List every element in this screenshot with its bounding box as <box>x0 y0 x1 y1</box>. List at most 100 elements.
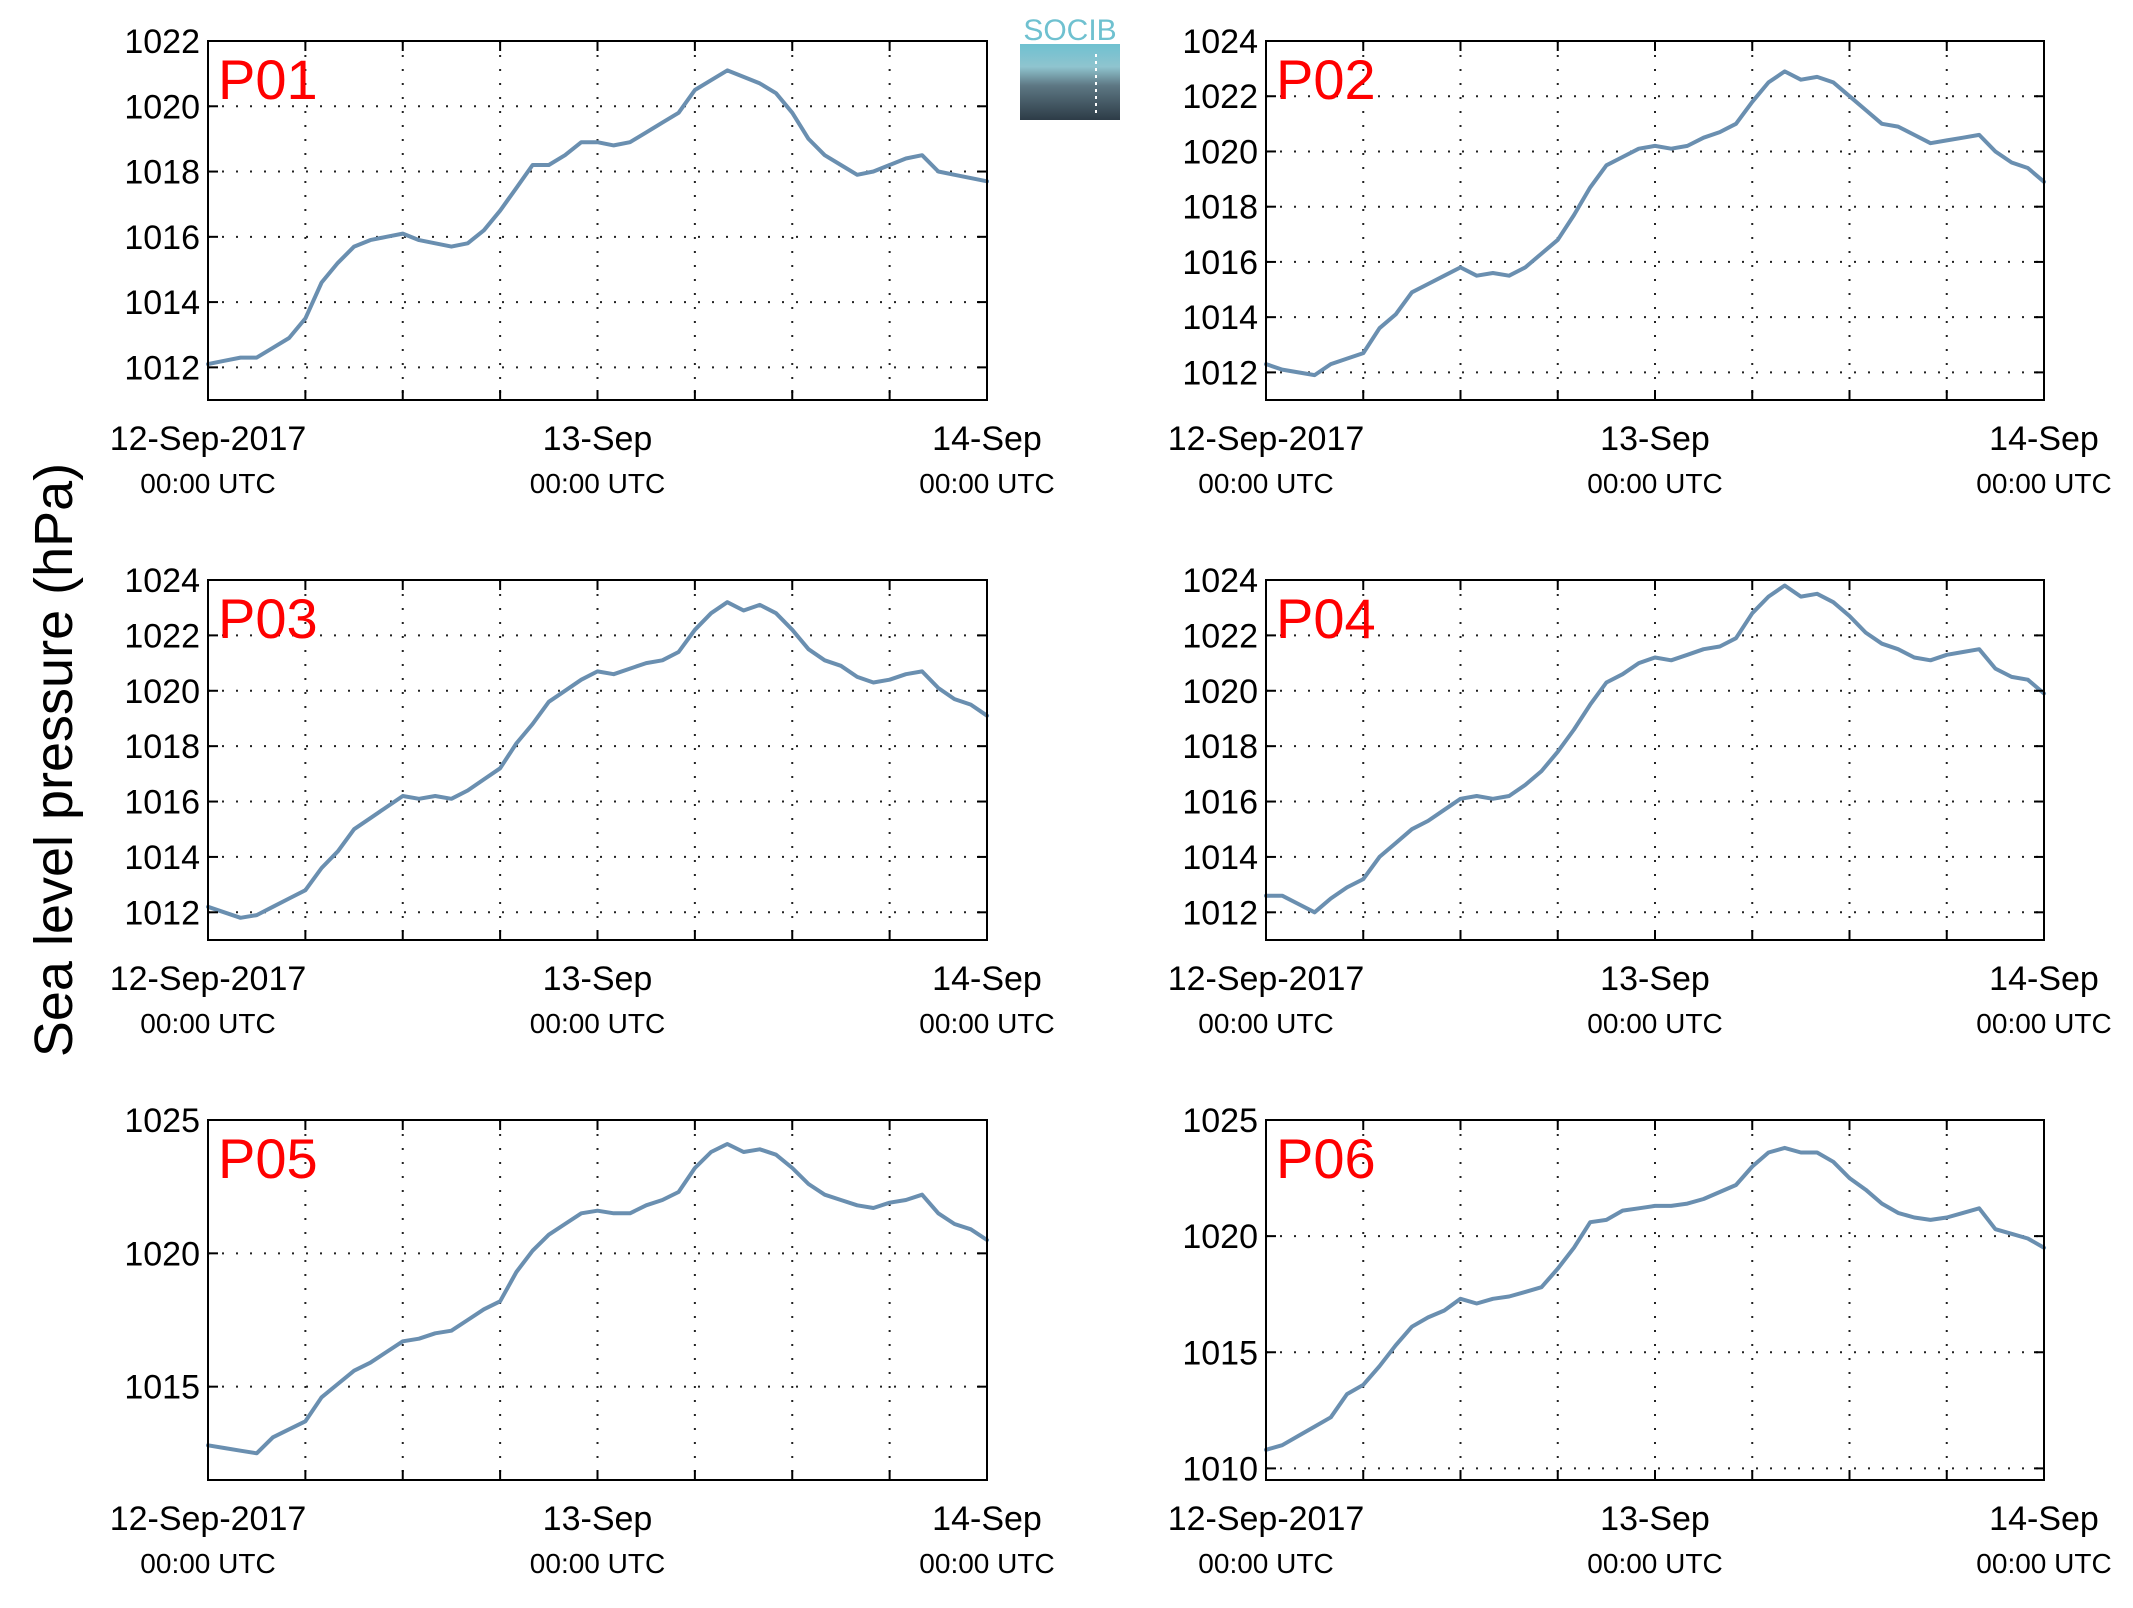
panel-label-p06: P06 <box>1276 1127 1376 1190</box>
y-tick-label: 1010 <box>1182 1450 1258 1488</box>
socib-logo: SOCIB <box>1020 14 1120 120</box>
x-tick-label: 13-Sep <box>543 1500 653 1538</box>
x-tick-sublabel: 00:00 UTC <box>919 468 1054 499</box>
y-tick-label: 1018 <box>1182 728 1258 766</box>
y-tick-label: 1015 <box>124 1369 200 1407</box>
x-tick-sublabel: 00:00 UTC <box>1976 1008 2111 1039</box>
x-tick-label: 12-Sep-2017 <box>110 960 307 998</box>
axes-frame <box>207 579 988 941</box>
x-tick-sublabel: 00:00 UTC <box>140 1008 275 1039</box>
x-tick-sublabel: 00:00 UTC <box>1198 1008 1333 1039</box>
y-tick-label: 1015 <box>1182 1334 1258 1372</box>
y-tick-label: 1018 <box>124 728 200 766</box>
axes-frame <box>1265 579 2045 941</box>
y-tick-label: 1016 <box>124 219 200 257</box>
panel-label-p01: P01 <box>218 48 318 111</box>
y-tick-label: 1014 <box>1182 839 1258 877</box>
panels-group: 1012 1014 1016 1018 1020 1022 12-Sep-2017 00:00… <box>110 23 2112 1579</box>
x-tick-label: 12-Sep-2017 <box>1168 1500 1365 1538</box>
axes-frame <box>207 1119 988 1481</box>
series-line-p03 <box>206 600 989 920</box>
series-line-p06 <box>1264 1145 2046 1452</box>
axes-frame <box>207 40 988 401</box>
x-tick-sublabel: 00:00 UTC <box>1587 1548 1722 1579</box>
y-tick-label: 1018 <box>124 154 200 192</box>
y-tick-label: 1020 <box>124 1235 200 1273</box>
y-tick-label: 1016 <box>1182 244 1258 282</box>
axes-frame <box>1265 40 2045 401</box>
y-tick-label: 1012 <box>124 349 200 387</box>
panel-p03: 1012 1014 1016 1018 1020 1022 1024 12-Sep-2017 0… <box>110 562 1055 1039</box>
panel-label-p04: P04 <box>1276 587 1376 650</box>
panel-p06: 1010 1015 1020 1025 12-Sep-2017 00:00 UTC 13-S… <box>1168 1102 2112 1579</box>
x-tick-label: 14-Sep <box>1989 960 2099 998</box>
y-tick-label: 1024 <box>1182 23 1258 61</box>
x-tick-label: 14-Sep <box>1989 420 2099 458</box>
panel-label-p02: P02 <box>1276 48 1376 111</box>
x-tick-label: 14-Sep <box>932 960 1042 998</box>
socib-logo-graphic: SOCIB <box>1020 14 1120 120</box>
x-tick-sublabel: 00:00 UTC <box>530 1008 665 1039</box>
x-tick-sublabel: 00:00 UTC <box>530 1548 665 1579</box>
y-tick-label: 1022 <box>124 617 200 655</box>
y-tick-label: 1020 <box>124 673 200 711</box>
x-tick-label: 12-Sep-2017 <box>110 420 307 458</box>
panel-p02: 1012 1014 1016 1018 1020 1022 1024 12-Sep-2017 0… <box>1168 23 2112 499</box>
y-tick-label: 1014 <box>1182 299 1258 337</box>
y-tick-label: 1012 <box>1182 354 1258 392</box>
x-tick-label: 12-Sep-2017 <box>1168 960 1365 998</box>
x-tick-label: 12-Sep-2017 <box>110 1500 307 1538</box>
y-tick-label: 1020 <box>1182 133 1258 171</box>
panel-label-p03: P03 <box>218 587 318 650</box>
series-line-p02 <box>1264 69 2046 378</box>
y-tick-label: 1020 <box>1182 1218 1258 1256</box>
x-tick-sublabel: 00:00 UTC <box>1976 468 2111 499</box>
x-tick-label: 13-Sep <box>1600 960 1710 998</box>
y-tick-label: 1016 <box>124 784 200 822</box>
x-tick-label: 12-Sep-2017 <box>1168 420 1365 458</box>
series-line-p05 <box>206 1142 989 1456</box>
x-tick-sublabel: 00:00 UTC <box>919 1548 1054 1579</box>
x-tick-label: 14-Sep <box>932 420 1042 458</box>
y-tick-label: 1022 <box>1182 617 1258 655</box>
panel-p04: 1012 1014 1016 1018 1020 1022 1024 12-Sep-2017 0… <box>1168 562 2112 1039</box>
series-line-p04 <box>1264 583 2046 915</box>
y-axis-label: Sea level pressure (hPa) <box>24 463 84 1057</box>
x-tick-sublabel: 00:00 UTC <box>530 468 665 499</box>
x-tick-sublabel: 00:00 UTC <box>1198 1548 1333 1579</box>
x-tick-sublabel: 00:00 UTC <box>1198 468 1333 499</box>
panel-label-p05: P05 <box>218 1127 318 1190</box>
x-tick-sublabel: 00:00 UTC <box>1587 468 1722 499</box>
y-tick-label: 1020 <box>124 88 200 126</box>
socib-logo-text: SOCIB <box>1023 14 1116 47</box>
y-tick-label: 1014 <box>124 839 200 877</box>
y-tick-label: 1022 <box>1182 78 1258 116</box>
x-tick-label: 14-Sep <box>932 1500 1042 1538</box>
x-tick-label: 14-Sep <box>1989 1500 2099 1538</box>
x-tick-sublabel: 00:00 UTC <box>140 1548 275 1579</box>
x-tick-label: 13-Sep <box>1600 1500 1710 1538</box>
x-tick-sublabel: 00:00 UTC <box>1587 1008 1722 1039</box>
y-tick-label: 1018 <box>1182 189 1258 227</box>
panel-p01: 1012 1014 1016 1018 1020 1022 12-Sep-2017 00:00… <box>110 23 1055 499</box>
x-tick-sublabel: 00:00 UTC <box>1976 1548 2111 1579</box>
axes-frame <box>1265 1119 2045 1481</box>
x-tick-label: 13-Sep <box>543 420 653 458</box>
y-tick-label: 1025 <box>1182 1102 1258 1140</box>
y-tick-label: 1024 <box>124 562 200 600</box>
y-tick-label: 1020 <box>1182 673 1258 711</box>
x-tick-sublabel: 00:00 UTC <box>919 1008 1054 1039</box>
y-tick-label: 1014 <box>124 284 200 322</box>
x-tick-label: 13-Sep <box>1600 420 1710 458</box>
x-tick-sublabel: 00:00 UTC <box>140 468 275 499</box>
y-tick-label: 1022 <box>124 23 200 61</box>
y-tick-label: 1012 <box>1182 894 1258 932</box>
y-tick-label: 1025 <box>124 1102 200 1140</box>
x-tick-label: 13-Sep <box>543 960 653 998</box>
panel-p05: 1015 1020 1025 12-Sep-2017 00:00 UTC 13-Sep 00… <box>110 1102 1055 1579</box>
y-tick-label: 1016 <box>1182 784 1258 822</box>
series-line-p01 <box>206 68 989 367</box>
y-tick-label: 1024 <box>1182 562 1258 600</box>
y-tick-label: 1012 <box>124 894 200 932</box>
